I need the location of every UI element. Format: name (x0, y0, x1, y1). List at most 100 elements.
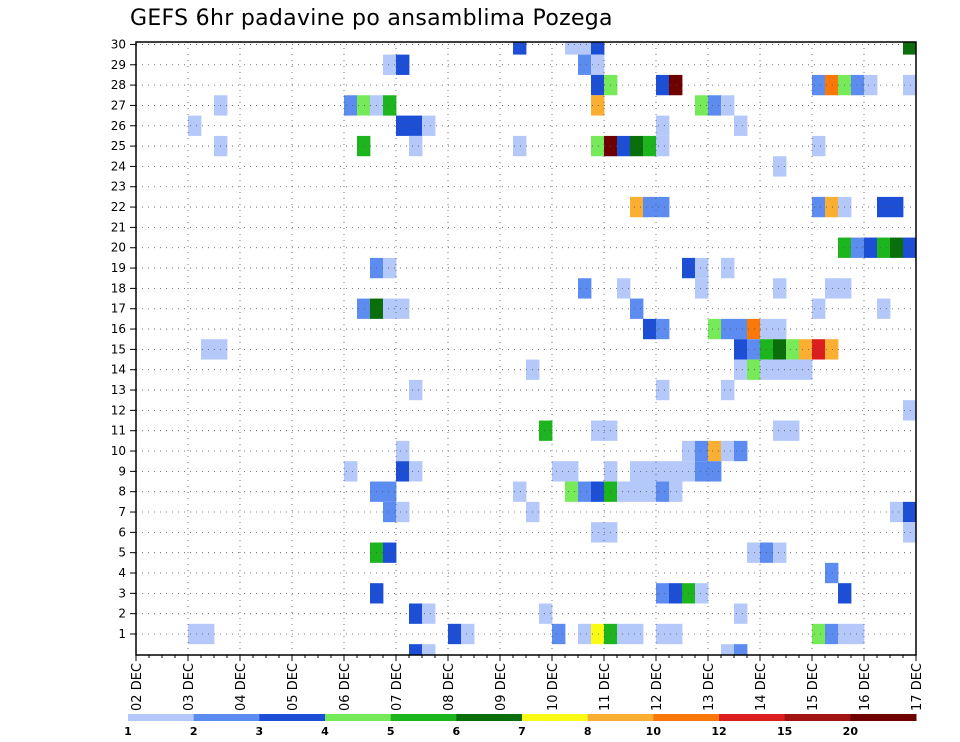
data-cell (383, 542, 397, 563)
legend-label: 15 (777, 725, 792, 738)
data-cell (825, 562, 839, 584)
legend-swatch (850, 714, 917, 721)
data-cell (890, 237, 904, 258)
legend-label: 8 (584, 725, 592, 738)
data-cell (422, 115, 436, 136)
y-tick-label: 6 (118, 525, 126, 539)
legend-label: 12 (711, 725, 726, 738)
data-cell (656, 583, 670, 604)
data-cell (513, 481, 527, 502)
data-cell (708, 461, 722, 482)
data-cell (617, 623, 631, 645)
data-cell (656, 196, 670, 218)
data-cell (721, 644, 735, 655)
y-tick-label: 28 (111, 78, 126, 92)
legend-swatch (784, 714, 851, 721)
data-cell (656, 379, 670, 401)
data-cell (565, 461, 579, 482)
data-cell (357, 95, 371, 116)
data-cell (617, 135, 631, 157)
y-tick-label: 8 (118, 485, 126, 499)
data-cell (630, 298, 644, 319)
data-cell (617, 481, 631, 502)
y-tick-label: 22 (111, 200, 126, 214)
y-tick-label: 24 (111, 159, 126, 173)
data-cell (747, 359, 761, 380)
y-tick-label: 11 (111, 424, 126, 438)
data-cell (409, 135, 423, 157)
legend-swatch (587, 714, 654, 721)
data-cell (591, 74, 605, 96)
data-cell (357, 135, 371, 157)
x-tick-label: 05 DEC (286, 663, 301, 711)
y-tick-label: 30 (111, 37, 126, 51)
data-cell (903, 522, 917, 543)
data-cell (409, 603, 423, 624)
x-tick-label: 15 DEC (806, 663, 821, 711)
color-legend: 1 2 3 4 5 6 7 8 10 12 15 20 (124, 714, 917, 738)
data-cell (721, 95, 735, 116)
data-cell (812, 623, 826, 645)
data-cell (513, 135, 527, 157)
x-tick-label: 07 DEC (390, 663, 405, 711)
data-cell (747, 318, 761, 340)
x-tick-label: 16 DEC (858, 663, 873, 711)
data-cell (786, 339, 800, 360)
data-cell (591, 522, 605, 543)
y-tick-label: 1 (118, 627, 126, 641)
data-cell (630, 481, 644, 502)
y-tick-label: 23 (111, 180, 126, 194)
x-tick-label: 06 DEC (338, 663, 353, 711)
data-cell (409, 461, 423, 482)
data-cell (383, 501, 397, 523)
data-cell (812, 339, 826, 360)
data-cell (643, 318, 657, 340)
legend-label: 4 (321, 725, 329, 738)
data-cell (422, 644, 436, 655)
data-cell (643, 135, 657, 157)
data-cell (617, 278, 631, 299)
x-tick-label: 08 DEC (442, 663, 457, 711)
data-cell (201, 339, 215, 360)
data-cell (708, 95, 722, 116)
data-cell (734, 644, 748, 655)
data-cell (396, 461, 410, 482)
data-cell (708, 440, 722, 462)
data-cell (188, 623, 202, 645)
data-cell (409, 379, 423, 401)
data-cell (383, 298, 397, 319)
y-tick-label: 9 (118, 464, 126, 478)
data-cell (825, 623, 839, 645)
x-axis: 02 DEC 03 DEC 04 DEC 05 DEC 06 DEC 07 DEC 08 D… (130, 655, 925, 711)
data-cell (890, 196, 904, 218)
data-cell (903, 400, 917, 421)
data-cell (656, 74, 670, 96)
data-cell (630, 461, 644, 482)
y-tick-label: 5 (118, 546, 126, 560)
y-tick-label: 10 (111, 444, 126, 458)
data-cell (786, 359, 800, 380)
data-cell (669, 583, 683, 604)
data-cell (695, 95, 709, 116)
data-cell (734, 339, 748, 360)
data-cell (409, 115, 423, 136)
data-cell (721, 379, 735, 401)
y-tick-label: 13 (111, 383, 126, 397)
data-cell (578, 481, 592, 502)
legend-swatch (719, 714, 786, 721)
data-cell (539, 420, 553, 441)
data-cell (396, 115, 410, 136)
x-tick-label: 12 DEC (650, 663, 665, 711)
y-tick-label: 16 (111, 322, 126, 336)
data-cell (396, 54, 410, 75)
data-cell (812, 196, 826, 218)
data-cell (825, 196, 839, 218)
data-cell (786, 420, 800, 441)
data-cell (708, 318, 722, 340)
data-cell (721, 440, 735, 462)
x-tick-label: 09 DEC (494, 663, 509, 711)
legend-label: 20 (843, 725, 859, 738)
data-cell (552, 623, 566, 645)
data-cell (799, 339, 813, 360)
